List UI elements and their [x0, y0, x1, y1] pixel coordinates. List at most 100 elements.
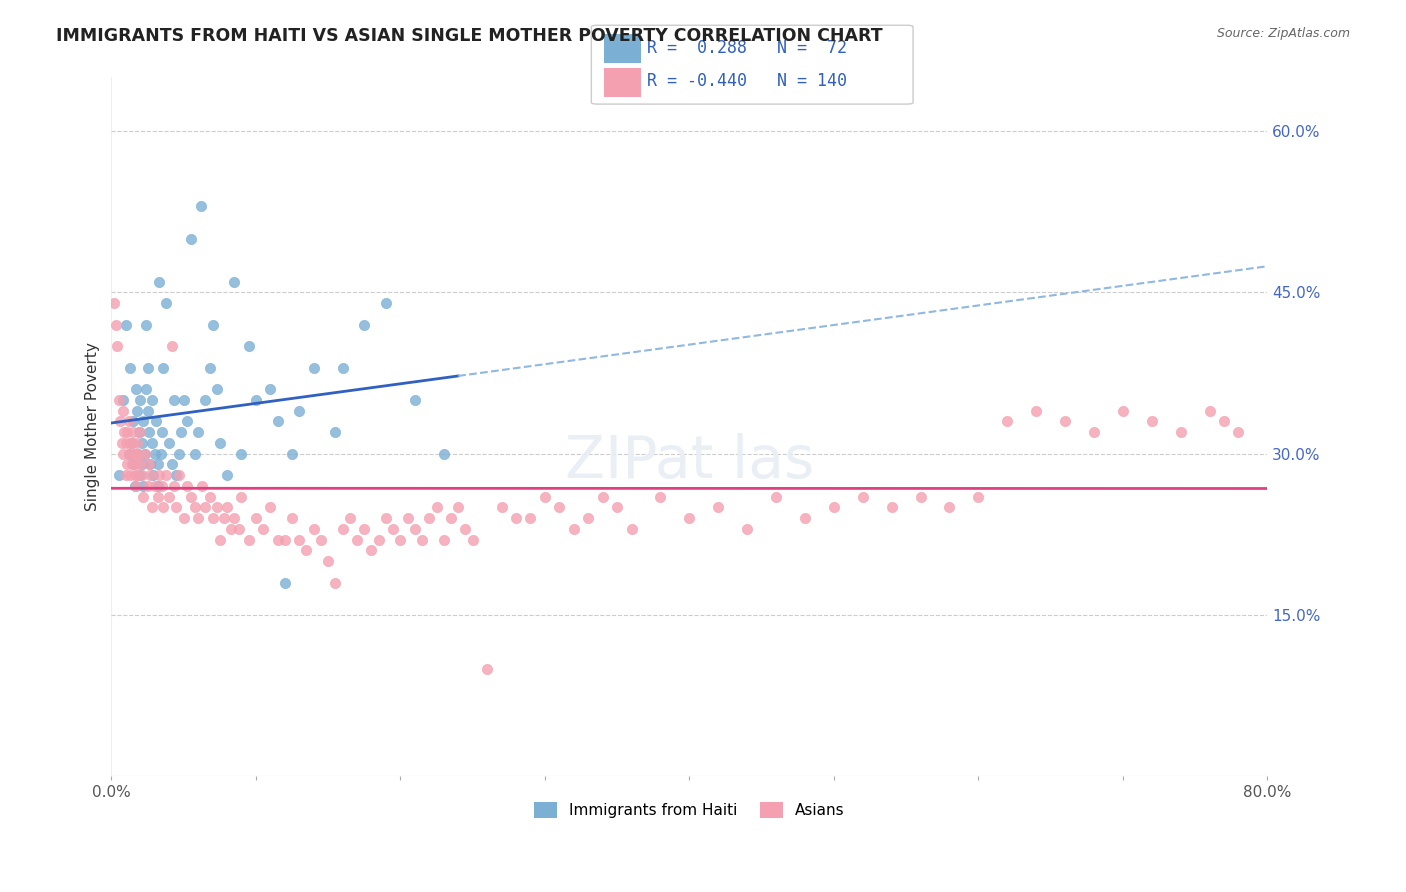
Point — [105, 339, 128, 353]
Point — [180, 490, 202, 504]
Point — [201, 318, 224, 332]
Point — [146, 479, 169, 493]
Point — [173, 511, 195, 525]
Point — [122, 414, 145, 428]
Point — [281, 511, 304, 525]
Point — [245, 392, 267, 407]
Point — [252, 522, 274, 536]
FancyBboxPatch shape — [592, 25, 912, 104]
Point — [103, 296, 125, 310]
Point — [141, 500, 163, 515]
Point — [404, 522, 426, 536]
Point — [111, 392, 134, 407]
Point — [141, 392, 163, 407]
Point — [534, 490, 557, 504]
Point — [131, 468, 153, 483]
Point — [794, 511, 817, 525]
Point — [995, 414, 1018, 428]
Point — [938, 500, 960, 515]
Point — [180, 232, 202, 246]
Point — [353, 318, 375, 332]
Text: R =  0.288   N =  72: R = 0.288 N = 72 — [647, 39, 846, 57]
Bar — [603, 68, 641, 96]
Point — [259, 382, 281, 396]
Point — [194, 392, 217, 407]
Point — [136, 479, 159, 493]
Point — [160, 458, 183, 472]
Point — [433, 447, 456, 461]
Point — [169, 447, 191, 461]
Point — [118, 447, 141, 461]
Point — [111, 403, 134, 417]
Point — [620, 522, 643, 536]
Point — [125, 382, 148, 396]
Point — [325, 575, 347, 590]
Point — [143, 447, 166, 461]
Point — [1198, 403, 1220, 417]
Point — [141, 436, 163, 450]
Point — [302, 360, 325, 375]
Point — [910, 490, 932, 504]
Point — [118, 414, 141, 428]
Point — [606, 500, 628, 515]
Point — [382, 522, 405, 536]
Point — [132, 479, 155, 493]
Point — [454, 522, 477, 536]
Point — [281, 447, 304, 461]
Point — [124, 479, 146, 493]
Point — [519, 511, 541, 525]
Point — [121, 458, 143, 472]
Point — [880, 500, 903, 515]
Point — [332, 360, 354, 375]
Point — [122, 447, 145, 461]
Point — [129, 468, 152, 483]
Point — [245, 511, 267, 525]
Point — [332, 522, 354, 536]
Point — [447, 500, 470, 515]
Point — [475, 662, 498, 676]
Y-axis label: Single Mother Poverty: Single Mother Poverty — [86, 343, 100, 511]
Point — [187, 425, 209, 440]
Point — [121, 436, 143, 450]
Point — [142, 468, 165, 483]
Point — [259, 500, 281, 515]
Point — [131, 436, 153, 450]
Point — [440, 511, 463, 525]
Point — [136, 403, 159, 417]
Point — [491, 500, 513, 515]
Bar — [603, 34, 641, 63]
Point — [148, 468, 170, 483]
Point — [125, 479, 148, 493]
Point — [131, 458, 153, 472]
Point — [155, 296, 177, 310]
Point — [111, 447, 134, 461]
Point — [433, 533, 456, 547]
Point — [1170, 425, 1192, 440]
Point — [295, 543, 318, 558]
Point — [152, 360, 174, 375]
Point — [274, 533, 297, 547]
Point — [127, 436, 149, 450]
Point — [231, 447, 253, 461]
Text: IMMIGRANTS FROM HAITI VS ASIAN SINGLE MOTHER POVERTY CORRELATION CHART: IMMIGRANTS FROM HAITI VS ASIAN SINGLE MO… — [56, 27, 883, 45]
Point — [112, 425, 135, 440]
Point — [548, 500, 571, 515]
Point — [208, 533, 231, 547]
Point — [129, 425, 152, 440]
Point — [157, 436, 180, 450]
Point — [139, 458, 162, 472]
Point — [1112, 403, 1135, 417]
Point — [374, 296, 396, 310]
Point — [461, 533, 484, 547]
Point — [215, 500, 238, 515]
Point — [353, 522, 375, 536]
Point — [576, 511, 599, 525]
Point — [150, 425, 173, 440]
Text: ZIPat las: ZIPat las — [565, 434, 814, 491]
Point — [735, 522, 758, 536]
Point — [150, 479, 173, 493]
Point — [107, 392, 129, 407]
Point — [127, 468, 149, 483]
Point — [208, 436, 231, 450]
Legend: Immigrants from Haiti, Asians: Immigrants from Haiti, Asians — [527, 797, 851, 824]
